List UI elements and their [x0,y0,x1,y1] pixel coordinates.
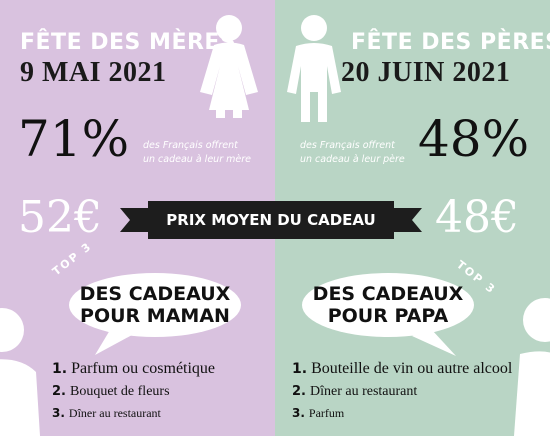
fathers-bubble-text: DES CADEAUX POUR PAPA [302,283,474,327]
list-item: 2. Dîner au restaurant [292,384,512,406]
list-item-label: Parfum [308,406,345,420]
woman-silhouette-partial [0,308,40,436]
list-item-number: 1. [292,361,308,377]
mothers-bubble-text: DES CADEAUX POUR MAMAN [69,283,241,327]
list-item-number: 3. [292,406,305,420]
mothers-percent: 71% [18,110,130,168]
list-item: 2. Bouquet de fleurs [52,384,215,406]
list-item-label: Bouteille de vin ou autre alcool [311,360,513,377]
fathers-average-price: 48€ [435,192,519,243]
mothers-day-title: FÊTE DES MÈRES [20,30,237,55]
list-item: 1. Bouteille de vin ou autre alcool [292,360,512,384]
list-item-label: Dîner au restaurant [309,384,418,399]
mothers-offer-line2: un cadeau à leur mère [143,154,251,165]
list-item-label: Bouquet de fleurs [69,384,170,399]
list-item-number: 2. [292,384,306,399]
list-item: 3. Dîner au restaurant [52,406,215,426]
mothers-offer-line1: des Français offrent [143,140,238,151]
woman-icon [200,15,258,118]
man-silhouette-partial [514,298,550,436]
average-price-banner-label: PRIX MOYEN DU CADEAU [166,211,376,229]
mothers-day-date: 9 MAI 2021 [20,57,167,88]
fathers-day-date: 20 JUIN 2021 [341,57,511,88]
list-item-number: 1. [52,361,68,377]
mother-speech-bubble [69,273,241,355]
list-item: 1. Parfum ou cosmétique [52,360,215,384]
list-item-label: Parfum ou cosmétique [71,360,216,377]
fathers-offer-line2: un cadeau à leur père [300,154,405,165]
mothers-top-gifts-list: 1. Parfum ou cosmétique 2. Bouquet de fleu… [52,360,215,426]
average-price-banner [148,201,394,239]
fathers-percent: 48% [418,110,530,168]
list-item-label: Dîner au restaurant [68,406,161,420]
mothers-bubble-line2: POUR MAMAN [80,305,230,327]
list-item-number: 2. [52,384,66,399]
mothers-average-price: 52€ [18,192,102,243]
fathers-day-title: FÊTE DES PÈRES [351,30,550,55]
fathers-offer-line1: des Français offrent [300,140,395,151]
banner-ribbon [120,208,422,232]
list-item-number: 3. [52,406,65,420]
mothers-bubble-line1: DES CADEAUX [79,283,231,305]
fathers-top-gifts-list: 1. Bouteille de vin ou autre alcool 2. Dîn… [292,360,512,426]
father-speech-bubble [302,273,474,356]
fathers-bubble-line2: POUR PAPA [327,305,449,327]
man-icon [287,15,341,122]
list-item: 3. Parfum [292,406,512,426]
fathers-bubble-line1: DES CADEAUX [312,283,464,305]
